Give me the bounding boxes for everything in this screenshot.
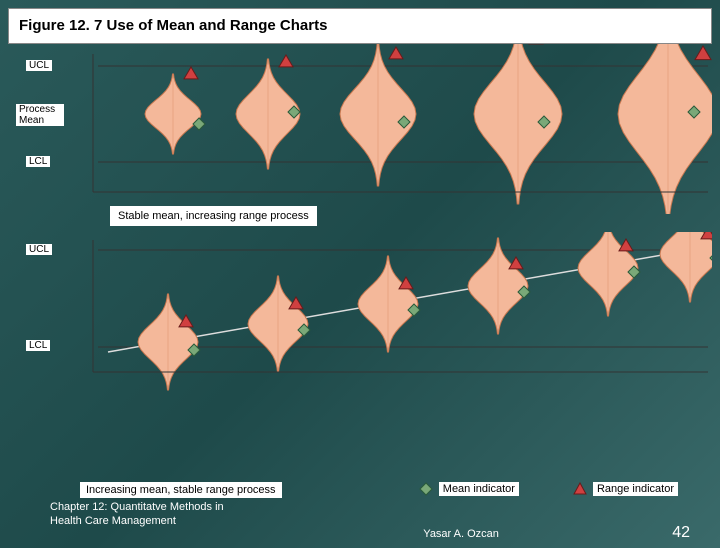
page-number: 42 [672,524,690,542]
title-bar: Figure 12. 7 Use of Mean and Range Chart… [8,8,712,44]
author: Yasar A. Ozcan [250,528,672,540]
lcl-label-2: LCL [26,340,50,351]
chart2-area: UCL LCL [8,232,712,392]
process-mean-label: Process Mean [16,104,64,126]
chart1-svg [8,44,712,214]
ucl-label-2: UCL [26,244,52,255]
chart2-svg [8,232,712,392]
lcl-label-1: LCL [26,156,50,167]
footer: Increasing mean, stable range process Ch… [0,480,720,542]
chart1-area: UCL Process Mean LCL [8,44,712,214]
chart2-caption: Increasing mean, stable range process [80,482,282,498]
ucl-label-1: UCL [26,60,52,71]
figure-title: Figure 12. 7 Use of Mean and Range Chart… [19,17,327,34]
chapter-info: Chapter 12: Quantitatve Methods in Healt… [50,500,250,529]
